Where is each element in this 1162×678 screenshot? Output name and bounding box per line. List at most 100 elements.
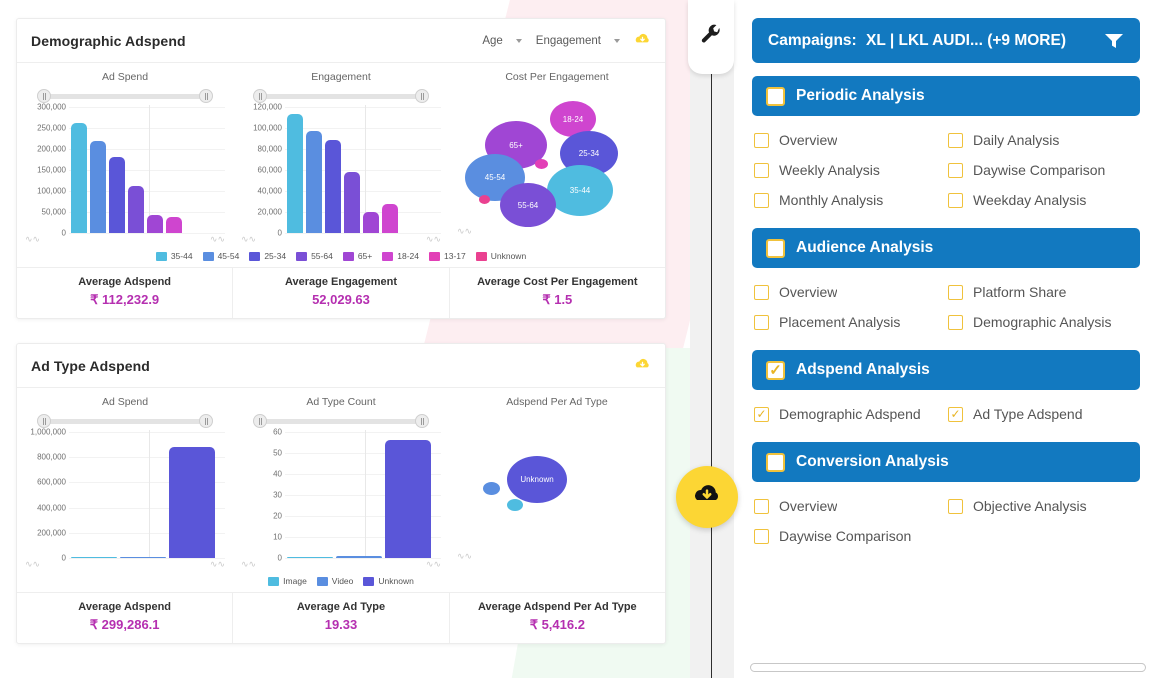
plot-area: 120,000 100,000 80,000 60,000 40,000 20,000 0 ∿… xyxy=(239,103,443,247)
section-header-adspend-analysis[interactable]: ✓ Adspend Analysis xyxy=(752,350,1140,390)
slider-handle-left[interactable] xyxy=(253,89,267,103)
dropdown-engagement[interactable]: Engagement xyxy=(536,35,620,47)
bubble[interactable] xyxy=(507,499,523,511)
bar[interactable] xyxy=(287,557,333,558)
bar[interactable] xyxy=(120,557,166,558)
option-ad-type-adspend[interactable]: ✓ Ad Type Adspend xyxy=(946,399,1140,429)
panel-divider[interactable] xyxy=(711,0,712,678)
legend-item[interactable]: Unknown xyxy=(363,576,414,586)
legend-item[interactable]: 55-64 xyxy=(296,251,333,261)
section-header-conversion-analysis[interactable]: Conversion Analysis xyxy=(752,442,1140,482)
bubble[interactable] xyxy=(483,482,500,495)
cloud-download-icon[interactable] xyxy=(634,32,651,49)
option-checkbox[interactable] xyxy=(754,162,769,178)
legend-item[interactable]: 45-54 xyxy=(202,251,239,261)
legend-item[interactable]: Video xyxy=(316,576,353,586)
option-objective-analysis[interactable]: Objective Analysis xyxy=(946,491,1140,521)
option-weekly-analysis[interactable]: Weekly Analysis xyxy=(752,155,946,185)
option-demographic-analysis[interactable]: Demographic Analysis xyxy=(946,307,1140,337)
section-header-periodic-analysis[interactable]: Periodic Analysis xyxy=(752,76,1140,116)
option-overview[interactable]: Overview xyxy=(752,125,946,155)
option-checkbox[interactable] xyxy=(948,498,963,514)
legend-item[interactable]: 18-24 xyxy=(382,251,419,261)
option-demographic-adspend[interactable]: ✓ Demographic Adspend xyxy=(752,399,946,429)
option-checkbox[interactable] xyxy=(754,498,769,514)
dropdown-age[interactable]: Age xyxy=(482,35,522,47)
section-checkbox[interactable] xyxy=(766,86,785,106)
bar[interactable] xyxy=(128,185,144,233)
horizontal-scrollbar[interactable] xyxy=(750,663,1146,672)
bubble[interactable]: Unknown xyxy=(507,456,567,503)
bar[interactable] xyxy=(71,122,87,233)
cloud-download-icon[interactable] xyxy=(634,357,651,374)
slider-handle-right[interactable] xyxy=(199,414,213,428)
option-label: Daily Analysis xyxy=(973,132,1060,148)
bar[interactable] xyxy=(90,141,106,233)
option-checkbox[interactable] xyxy=(754,528,769,544)
option-monthly-analysis[interactable]: Monthly Analysis xyxy=(752,185,946,215)
option-overview[interactable]: Overview xyxy=(752,277,946,307)
option-checkbox[interactable] xyxy=(754,132,769,148)
range-slider[interactable] xyxy=(253,414,429,428)
slider-handle-left[interactable] xyxy=(253,414,267,428)
option-daywise-comparison[interactable]: Daywise Comparison xyxy=(752,521,946,551)
bar[interactable] xyxy=(306,131,322,233)
bar[interactable] xyxy=(287,114,303,233)
funnel-icon[interactable] xyxy=(1104,32,1124,50)
campaigns-filter-bar[interactable]: Campaigns: XL | LKL AUDI... (+9 MORE) xyxy=(752,18,1140,63)
tools-tab-button[interactable] xyxy=(688,0,734,74)
bar[interactable] xyxy=(166,217,182,233)
bubble[interactable] xyxy=(479,195,490,204)
range-slider[interactable] xyxy=(37,414,213,428)
option-overview[interactable]: Overview xyxy=(752,491,946,521)
option-checkbox[interactable] xyxy=(948,132,963,148)
slider-handle-right[interactable] xyxy=(415,89,429,103)
bar[interactable] xyxy=(344,172,360,233)
option-checkbox[interactable]: ✓ xyxy=(754,406,769,422)
slider-handle-left[interactable] xyxy=(37,414,51,428)
slider-handle-right[interactable] xyxy=(199,89,213,103)
option-checkbox[interactable] xyxy=(948,162,963,178)
bubble[interactable]: 18-24 xyxy=(550,101,596,137)
legend-item[interactable]: 13-17 xyxy=(428,251,466,261)
option-placement-analysis[interactable]: Placement Analysis xyxy=(752,307,946,337)
option-checkbox[interactable] xyxy=(754,314,769,330)
section-checkbox[interactable]: ✓ xyxy=(766,360,785,380)
bar[interactable] xyxy=(147,215,163,233)
legend-item[interactable]: 25-34 xyxy=(249,251,286,261)
download-fab-button[interactable] xyxy=(676,466,738,528)
section-header-audience-analysis[interactable]: Audience Analysis xyxy=(752,228,1140,268)
option-weekday-analysis[interactable]: Weekday Analysis xyxy=(946,185,1140,215)
bubble[interactable]: 55-64 xyxy=(500,183,556,227)
legend-item[interactable]: Image xyxy=(268,576,307,586)
bar[interactable] xyxy=(382,203,398,233)
option-checkbox[interactable]: ✓ xyxy=(948,406,963,422)
section-checkbox[interactable] xyxy=(766,238,785,258)
bar[interactable] xyxy=(336,555,382,558)
option-checkbox[interactable] xyxy=(948,314,963,330)
range-slider[interactable] xyxy=(37,89,213,103)
bar[interactable] xyxy=(325,139,341,233)
legend-item[interactable]: 35-44 xyxy=(155,251,193,261)
option-daily-analysis[interactable]: Daily Analysis xyxy=(946,125,1140,155)
bar[interactable] xyxy=(71,557,117,558)
option-checkbox[interactable] xyxy=(754,284,769,300)
legend-item[interactable]: 65+ xyxy=(342,251,372,261)
legend-label: 55-64 xyxy=(311,251,333,261)
slider-handle-right[interactable] xyxy=(415,414,429,428)
option-platform-share[interactable]: Platform Share xyxy=(946,277,1140,307)
option-checkbox[interactable] xyxy=(948,284,963,300)
option-daywise-comparison[interactable]: Daywise Comparison xyxy=(946,155,1140,185)
option-checkbox[interactable] xyxy=(948,192,963,208)
bubble[interactable] xyxy=(535,159,548,169)
bar[interactable] xyxy=(169,447,215,558)
bar[interactable] xyxy=(363,212,379,233)
range-slider[interactable] xyxy=(253,89,429,103)
slider-handle-left[interactable] xyxy=(37,89,51,103)
section-checkbox[interactable] xyxy=(766,452,785,472)
legend-item[interactable]: Unknown xyxy=(475,251,526,261)
bubble[interactable]: 35-44 xyxy=(547,165,613,216)
bar[interactable] xyxy=(109,157,125,233)
bar[interactable] xyxy=(385,440,431,558)
option-checkbox[interactable] xyxy=(754,192,769,208)
